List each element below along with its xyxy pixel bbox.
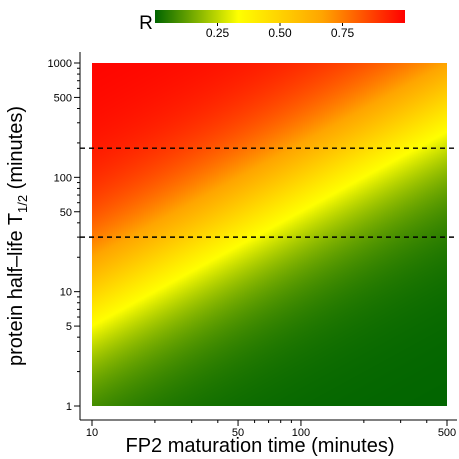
y-axis: 1 5 10 50 100 500 1000 protein half–life T1/2 …: [5, 52, 81, 420]
colorbar-title: R: [139, 13, 153, 34]
x-axis: 10 50 100 500 FP2 maturation time (minutes): [80, 419, 457, 457]
y-axis-label-sub: 1/2: [15, 195, 30, 213]
x-tick-label: 10: [86, 427, 98, 439]
y-tick-label: 100: [54, 172, 72, 184]
x-tick-label: 50: [232, 427, 244, 439]
y-axis-label-tail: (minutes): [5, 106, 27, 195]
colorbar-tick-label: 0.25: [206, 26, 230, 40]
plot-area: [80, 63, 457, 406]
y-tick-label: 1: [66, 401, 72, 413]
colorbar-tick-label: 0.50: [268, 26, 292, 40]
x-tick-label: 500: [438, 427, 456, 439]
y-tick-label: 1000: [48, 58, 72, 70]
y-axis-label: protein half–life T1/2 (minutes): [5, 106, 30, 366]
y-tick-label: 5: [66, 321, 72, 333]
y-tick-label: 50: [60, 207, 72, 219]
y-tick-label: 500: [54, 92, 72, 104]
heatmap-surface: [92, 63, 447, 406]
colorbar-ticks: 0.25 0.50 0.75: [206, 23, 355, 40]
y-axis-label-main: protein half–life T: [5, 213, 27, 366]
x-tick-label: 100: [292, 427, 310, 439]
colorbar-tick-label: 0.75: [331, 26, 355, 40]
x-axis-label: FP2 maturation time (minutes): [126, 435, 395, 457]
y-tick-label: 10: [60, 287, 72, 299]
colorbar-gradient: [155, 10, 405, 23]
colorbar: R 0.25 0.50 0.75: [139, 10, 405, 40]
